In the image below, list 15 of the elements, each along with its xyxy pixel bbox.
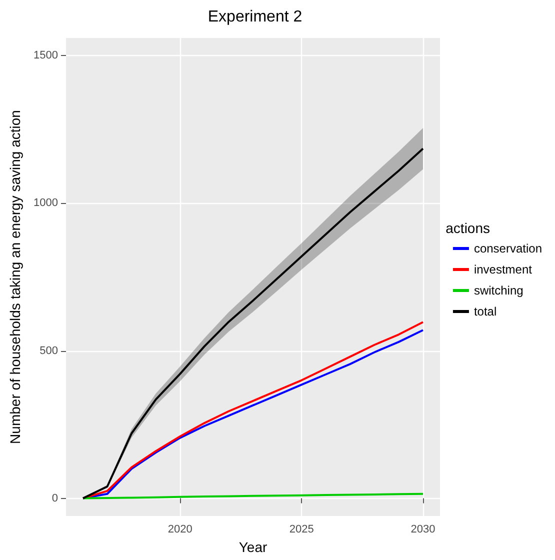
legend-label: conservation: [474, 242, 542, 256]
y-axis-title: Number of households taking an energy saving action: [7, 110, 23, 444]
y-tick-label: 0: [52, 492, 58, 504]
x-axis-title: Year: [238, 539, 268, 555]
x-tick-label: 2020: [168, 524, 192, 536]
legend-title: actions: [446, 220, 490, 236]
legend-label: total: [474, 304, 497, 318]
y-tick-label: 500: [40, 344, 58, 357]
x-tick-label: 2030: [410, 524, 436, 536]
y-tick-label: 1500: [34, 50, 58, 62]
legend-label: investment: [474, 262, 533, 276]
legend-label: switching: [474, 284, 524, 298]
x-tick-label: 2025: [289, 524, 314, 536]
chart-title: Experiment 2: [208, 8, 302, 26]
y-tick-label: 1000: [34, 197, 58, 210]
